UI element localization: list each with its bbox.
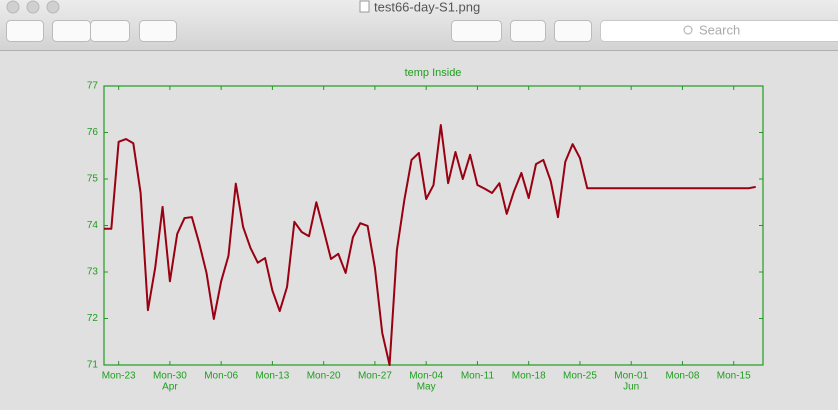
search-placeholder: Search xyxy=(699,22,740,37)
x-month-label: Apr xyxy=(162,382,178,393)
x-tick-label: Mon-01 xyxy=(614,371,648,382)
x-month-label: Jun xyxy=(623,382,639,393)
y-tick-label: 76 xyxy=(87,127,99,138)
zoom-in-button[interactable] xyxy=(91,21,130,42)
x-month-label: May xyxy=(417,382,436,393)
x-tick-label: Mon-04 xyxy=(409,371,443,382)
zoom-button[interactable] xyxy=(47,1,59,13)
sidebar-button[interactable] xyxy=(7,21,44,42)
chart-title: temp Inside xyxy=(405,67,462,79)
x-tick-label: Mon-06 xyxy=(204,371,238,382)
minimize-button[interactable] xyxy=(27,1,39,13)
y-tick-label: 75 xyxy=(87,174,99,185)
x-tick-label: Mon-13 xyxy=(255,371,289,382)
rotate-button[interactable] xyxy=(511,21,546,42)
chart: temp Inside 71 72 73 74 75 76 77 Mon-23 Mon-30 Mo… xyxy=(87,67,763,393)
plot-area xyxy=(104,86,763,365)
data-line xyxy=(104,125,756,365)
y-tick-label: 74 xyxy=(87,220,99,231)
close-button[interactable] xyxy=(7,1,19,13)
y-tick-label: 73 xyxy=(87,267,99,278)
x-tick-label: Mon-20 xyxy=(307,371,341,382)
y-tick-label: 72 xyxy=(87,313,99,324)
window-title: test66-day-S1.png xyxy=(374,0,480,14)
x-tick-label: Mon-18 xyxy=(512,371,546,382)
x-tick-label: Mon-08 xyxy=(666,371,700,382)
y-tick-label: 71 xyxy=(87,360,99,371)
zoom-out-button[interactable] xyxy=(53,21,91,42)
x-tick-label: Mon-23 xyxy=(102,371,136,382)
markup-button[interactable] xyxy=(452,21,502,42)
x-tick-label: Mon-25 xyxy=(563,371,597,382)
toolbox-button[interactable] xyxy=(555,21,592,42)
file-icon xyxy=(360,1,369,12)
x-tick-label: Mon-27 xyxy=(358,371,392,382)
x-tick-label: Mon-15 xyxy=(717,371,751,382)
x-tick-label: Mon-30 xyxy=(153,371,187,382)
x-tick-label: Mon-11 xyxy=(461,371,495,382)
share-button[interactable] xyxy=(140,21,177,42)
y-tick-label: 77 xyxy=(87,81,99,92)
